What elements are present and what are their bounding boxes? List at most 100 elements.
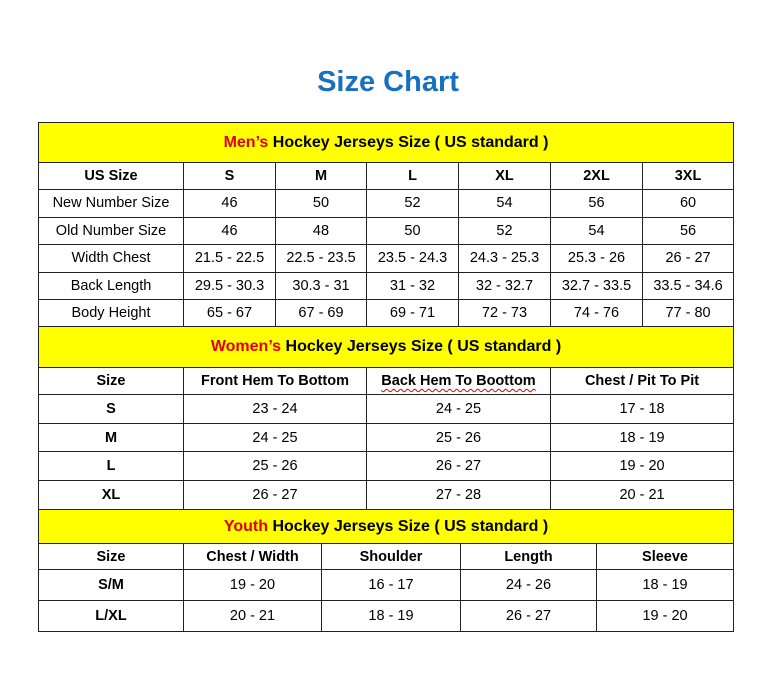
table-cell: 32.7 - 33.5 bbox=[550, 271, 643, 300]
table-cell: 60 bbox=[641, 189, 735, 218]
table-cell: 18 - 19 bbox=[595, 569, 735, 601]
column-header: Back Hem To Boottom bbox=[381, 373, 536, 389]
table-cell: 24 - 26 bbox=[460, 569, 597, 601]
column-header: Chest / Width bbox=[206, 548, 299, 565]
table-cell: 16 - 17 bbox=[321, 569, 461, 601]
table-cell: 21.5 - 22.5 bbox=[183, 244, 276, 273]
section-title-highlight: Women’s bbox=[210, 338, 282, 355]
header-cell: 3XL bbox=[641, 162, 735, 190]
table-cell: 69 - 71 bbox=[366, 299, 459, 328]
table-cell: 27 - 28 bbox=[366, 480, 551, 510]
table-cell: 29.5 - 30.3 bbox=[183, 271, 276, 300]
table-cell: 23 - 24 bbox=[183, 394, 367, 424]
table-cell: 46 bbox=[183, 189, 276, 218]
column-header: Chest / Pit To Pit bbox=[584, 373, 700, 389]
row-label: Body Height bbox=[38, 299, 184, 328]
table-row: M 24 - 25 25 - 26 18 - 19 bbox=[38, 422, 735, 453]
section-title-text: Hockey Jerseys Size ( US standard ) bbox=[281, 338, 562, 355]
table-cell: 23.5 - 24.3 bbox=[366, 244, 459, 273]
table-cell: 54 bbox=[458, 189, 551, 218]
section-title-highlight: Men’s bbox=[223, 133, 269, 151]
section-title-text: Hockey Jerseys Size ( US standard ) bbox=[268, 517, 549, 535]
table-cell: 46 bbox=[183, 216, 276, 245]
header-cell: Size bbox=[38, 367, 184, 395]
column-header: 2XL bbox=[583, 168, 610, 184]
table-row: Back Length 29.5 - 30.3 30.3 - 31 31 - 32 32… bbox=[38, 271, 735, 300]
table-cell: 25 - 26 bbox=[183, 451, 367, 482]
table-cell: 30.3 - 31 bbox=[275, 271, 367, 300]
header-cell: Chest / Width bbox=[183, 543, 322, 570]
header-row: Size Front Hem To Bottom Back Hem To Boott… bbox=[38, 367, 735, 395]
table-cell: 26 - 27 bbox=[366, 451, 551, 482]
men-band-row: Men’s Hockey Jerseys Size ( US standard … bbox=[37, 122, 735, 163]
header-cell: Length bbox=[460, 543, 597, 570]
column-header: L bbox=[408, 168, 417, 184]
column-header: Size bbox=[96, 373, 126, 389]
column-header: Front Hem To Bottom bbox=[201, 373, 349, 389]
table-row: Old Number Size 46 48 50 52 54 56 bbox=[38, 216, 735, 245]
row-label: Back Length bbox=[38, 271, 184, 300]
table-cell: 54 bbox=[550, 216, 643, 245]
mens-size-table: Men’s Hockey Jerseys Size ( US standard … bbox=[37, 122, 735, 328]
table-cell: 19 - 20 bbox=[595, 600, 735, 632]
row-label: S bbox=[38, 394, 184, 424]
table-row: XL 26 - 27 27 - 28 20 - 21 bbox=[38, 480, 735, 510]
table-cell: 56 bbox=[550, 189, 643, 218]
table-cell: 52 bbox=[458, 216, 551, 245]
table-cell: 19 - 20 bbox=[549, 451, 735, 482]
column-header: Shoulder bbox=[359, 548, 423, 565]
header-cell: M bbox=[275, 162, 367, 190]
header-cell: Front Hem To Bottom bbox=[183, 367, 367, 395]
column-header: Size bbox=[96, 548, 126, 565]
column-header: S bbox=[224, 168, 235, 184]
table-cell: 25 - 26 bbox=[366, 422, 551, 453]
table-cell: 48 bbox=[275, 216, 367, 245]
header-cell: Sleeve bbox=[595, 543, 735, 570]
column-header: M bbox=[314, 168, 328, 184]
table-row: L/XL 20 - 21 18 - 19 26 - 27 19 - 20 bbox=[38, 600, 735, 632]
table-cell: 19 - 20 bbox=[183, 569, 322, 601]
table-cell: 32 - 32.7 bbox=[458, 271, 551, 300]
column-header: 3XL bbox=[674, 168, 702, 184]
table-cell: 20 - 21 bbox=[183, 600, 322, 632]
row-label: M bbox=[38, 422, 184, 453]
women-section-title: Women’s Hockey Jerseys Size ( US standar… bbox=[37, 326, 735, 368]
header-cell: Size bbox=[38, 543, 184, 570]
row-label: L/XL bbox=[38, 600, 184, 632]
table-cell: 24 - 25 bbox=[183, 422, 367, 453]
table-cell: 22.5 - 23.5 bbox=[275, 244, 367, 273]
section-title-text: Hockey Jerseys Size ( US standard ) bbox=[268, 133, 549, 151]
header-cell: 2XL bbox=[550, 162, 643, 190]
row-label: Width Chest bbox=[38, 244, 184, 273]
table-cell: 26 - 27 bbox=[460, 600, 597, 632]
youth-section-title: Youth Hockey Jerseys Size ( US standard … bbox=[37, 509, 735, 544]
table-cell: 17 - 18 bbox=[549, 394, 735, 424]
youth-size-table: Youth Hockey Jerseys Size ( US standard … bbox=[37, 509, 735, 632]
header-cell: Shoulder bbox=[321, 543, 461, 570]
header-cell: S bbox=[183, 162, 276, 190]
header-cell: Back Hem To Boottom bbox=[366, 367, 551, 395]
table-cell: 24.3 - 25.3 bbox=[458, 244, 551, 273]
header-cell: US Size bbox=[38, 162, 184, 190]
table-cell: 56 bbox=[641, 216, 735, 245]
table-cell: 50 bbox=[366, 216, 459, 245]
page-title: Size Chart bbox=[317, 66, 459, 98]
table-cell: 31 - 32 bbox=[366, 271, 459, 300]
men-section-title: Men’s Hockey Jerseys Size ( US standard … bbox=[37, 122, 735, 163]
section-title-highlight: Youth bbox=[223, 517, 269, 535]
header-cell: XL bbox=[458, 162, 551, 190]
table-cell: 24 - 25 bbox=[366, 394, 551, 424]
row-label: L bbox=[38, 451, 184, 482]
women-band-row: Women’s Hockey Jerseys Size ( US standar… bbox=[37, 326, 735, 368]
table-cell: 77 - 80 bbox=[641, 299, 735, 328]
youth-band-row: Youth Hockey Jerseys Size ( US standard … bbox=[37, 509, 735, 544]
row-label: New Number Size bbox=[38, 189, 184, 218]
table-cell: 65 - 67 bbox=[183, 299, 276, 328]
table-cell: 18 - 19 bbox=[549, 422, 735, 453]
table-cell: 52 bbox=[366, 189, 459, 218]
womens-size-table: Women’s Hockey Jerseys Size ( US standar… bbox=[37, 326, 735, 510]
table-cell: 50 bbox=[275, 189, 367, 218]
table-cell: 74 - 76 bbox=[550, 299, 643, 328]
table-row: S 23 - 24 24 - 25 17 - 18 bbox=[38, 394, 735, 424]
table-row: New Number Size 46 50 52 54 56 60 bbox=[38, 189, 735, 218]
